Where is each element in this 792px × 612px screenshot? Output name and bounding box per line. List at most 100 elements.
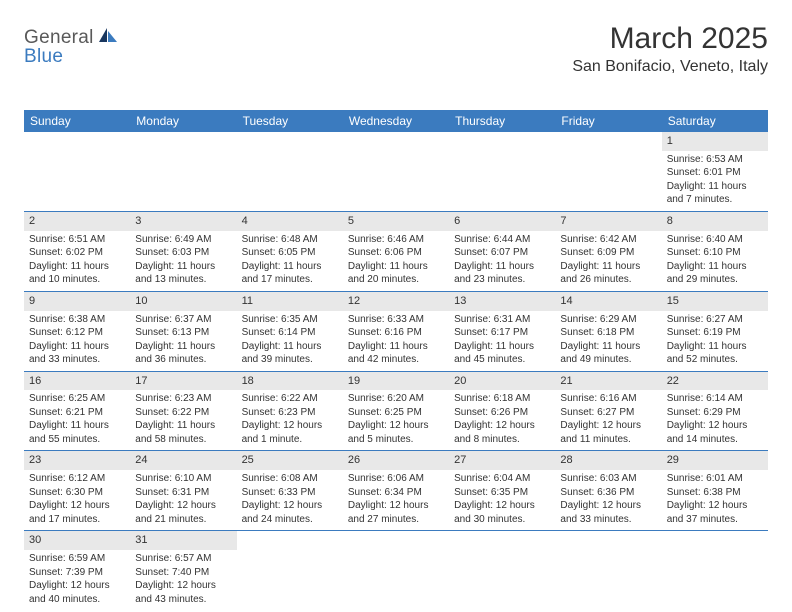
day-number: 22 [662,372,768,391]
day-detail-line: Sunrise: 6:20 AM [348,392,444,406]
day-detail-line: Daylight: 11 hours [454,340,550,354]
calendar-cell: 23Sunrise: 6:12 AMSunset: 6:30 PMDayligh… [24,451,130,531]
calendar-cell: 27 Sunrise: 6:04 AMSunset: 6:35 PMDayligh… [449,451,555,531]
calendar-cell: 18Sunrise: 6:22 AMSunset: 6:23 PMDayligh… [237,371,343,451]
day-detail-line: Daylight: 11 hours [667,340,763,354]
day-number: 14 [555,292,661,311]
day-number: 15 [662,292,768,311]
day-detail-line: Sunrise: 6:44 AM [454,233,550,247]
day-detail-line: Sunset: 6:05 PM [242,246,338,260]
day-detail-line: Sunrise: 6:51 AM [29,233,125,247]
day-detail-line: Daylight: 11 hours [29,260,125,274]
calendar-cell: 17Sunrise: 6:23 AMSunset: 6:22 PMDayligh… [130,371,236,451]
day-number: 17 [130,372,236,391]
day-detail-line: and 5 minutes. [348,433,444,447]
day-detail-line: and 20 minutes. [348,273,444,287]
calendar-cell: 10Sunrise: 6:37 AMSunset: 6:13 PMDayligh… [130,291,236,371]
calendar-body: 1Sunrise: 6:53 AMSunset: 6:01 PMDaylight… [24,132,768,610]
day-detail-line: Sunrise: 6:04 AM [454,472,550,486]
calendar-row: 23Sunrise: 6:12 AMSunset: 6:30 PMDayligh… [24,451,768,531]
calendar-row: 2Sunrise: 6:51 AMSunset: 6:02 PMDaylight… [24,211,768,291]
day-detail-line: Sunset: 6:26 PM [454,406,550,420]
day-number: 8 [662,212,768,231]
day-detail-line: Daylight: 11 hours [560,260,656,274]
day-detail-line: Sunset: 6:25 PM [348,406,444,420]
calendar-row: 16Sunrise: 6:25 AMSunset: 6:21 PMDayligh… [24,371,768,451]
day-header: Monday [130,110,236,132]
calendar-row: 30Sunrise: 6:59 AMSunset: 7:39 PMDayligh… [24,531,768,610]
day-detail-line: Sunrise: 6:59 AM [29,552,125,566]
calendar-cell: 13Sunrise: 6:31 AMSunset: 6:17 PMDayligh… [449,291,555,371]
logo-sub: Blue [24,46,63,68]
day-detail-line: and 42 minutes. [348,353,444,367]
day-number: 3 [130,212,236,231]
day-number: 5 [343,212,449,231]
day-number: 27 [449,451,555,470]
day-detail-line: Daylight: 11 hours [135,340,231,354]
day-number: 21 [555,372,661,391]
calendar-cell: 11Sunrise: 6:35 AMSunset: 6:14 PMDayligh… [237,291,343,371]
day-detail-line: and 55 minutes. [29,433,125,447]
calendar-cell [449,132,555,211]
day-header: Thursday [449,110,555,132]
calendar-cell: 3Sunrise: 6:49 AMSunset: 6:03 PMDaylight… [130,211,236,291]
day-detail-line: Sunrise: 6:42 AM [560,233,656,247]
day-detail-line: Sunset: 6:19 PM [667,326,763,340]
day-detail-line: Sunset: 6:10 PM [667,246,763,260]
calendar-cell: 7Sunrise: 6:42 AMSunset: 6:09 PMDaylight… [555,211,661,291]
day-header: Tuesday [237,110,343,132]
day-detail-line: Daylight: 12 hours [29,579,125,593]
day-detail-line: Sunset: 6:01 PM [667,166,763,180]
calendar-page: General March 2025 San Bonifacio, Veneto… [0,0,792,610]
day-detail-line: and 33 minutes. [560,513,656,527]
calendar-cell [555,132,661,211]
calendar-cell [449,531,555,610]
day-detail-line: Daylight: 11 hours [454,260,550,274]
day-detail-line: and 23 minutes. [454,273,550,287]
calendar-cell: 24Sunrise: 6:10 AMSunset: 6:31 PMDayligh… [130,451,236,531]
calendar-cell: 5Sunrise: 6:46 AMSunset: 6:06 PMDaylight… [343,211,449,291]
day-detail-line: Sunset: 6:12 PM [29,326,125,340]
day-detail-line: Sunset: 6:23 PM [242,406,338,420]
day-detail-line: and 49 minutes. [560,353,656,367]
day-detail-line: Daylight: 12 hours [454,499,550,513]
day-detail-line: Sunset: 6:14 PM [242,326,338,340]
day-number: 18 [237,372,343,391]
day-number: 25 [237,451,343,470]
day-detail-line: Sunset: 6:21 PM [29,406,125,420]
calendar-row: 9Sunrise: 6:38 AMSunset: 6:12 PMDaylight… [24,291,768,371]
day-number: 2 [24,212,130,231]
calendar-cell: 25Sunrise: 6:08 AMSunset: 6:33 PMDayligh… [237,451,343,531]
day-number: 4 [237,212,343,231]
day-detail-line: and 33 minutes. [29,353,125,367]
day-detail-line: Daylight: 11 hours [348,260,444,274]
day-number: 19 [343,372,449,391]
calendar-cell [555,531,661,610]
day-number: 29 [662,451,768,470]
calendar-cell: 14Sunrise: 6:29 AMSunset: 6:18 PMDayligh… [555,291,661,371]
calendar-cell: 1Sunrise: 6:53 AMSunset: 6:01 PMDaylight… [662,132,768,211]
day-detail-line: and 11 minutes. [560,433,656,447]
day-detail-line: Sunset: 6:09 PM [560,246,656,260]
day-number: 1 [662,132,768,151]
logo-text-blue: Blue [24,46,63,67]
day-detail-line: Daylight: 12 hours [135,499,231,513]
day-detail-line: and 10 minutes. [29,273,125,287]
day-detail-line: Sunrise: 6:40 AM [667,233,763,247]
day-detail-line: Sunset: 6:34 PM [348,486,444,500]
day-detail-line: Sunset: 6:29 PM [667,406,763,420]
day-detail-line: Sunrise: 6:46 AM [348,233,444,247]
day-detail-line: Sunrise: 6:01 AM [667,472,763,486]
day-detail-line: and 29 minutes. [667,273,763,287]
page-title: March 2025 [572,22,768,56]
day-header: Sunday [24,110,130,132]
day-detail-line: Sunset: 6:35 PM [454,486,550,500]
day-detail-line: and 27 minutes. [348,513,444,527]
calendar-cell: 19Sunrise: 6:20 AMSunset: 6:25 PMDayligh… [343,371,449,451]
calendar-cell: 31Sunrise: 6:57 AMSunset: 7:40 PMDayligh… [130,531,236,610]
day-header: Friday [555,110,661,132]
day-detail-line: and 17 minutes. [242,273,338,287]
day-detail-line: Sunrise: 6:48 AM [242,233,338,247]
day-detail-line: and 58 minutes. [135,433,231,447]
calendar-cell [343,132,449,211]
